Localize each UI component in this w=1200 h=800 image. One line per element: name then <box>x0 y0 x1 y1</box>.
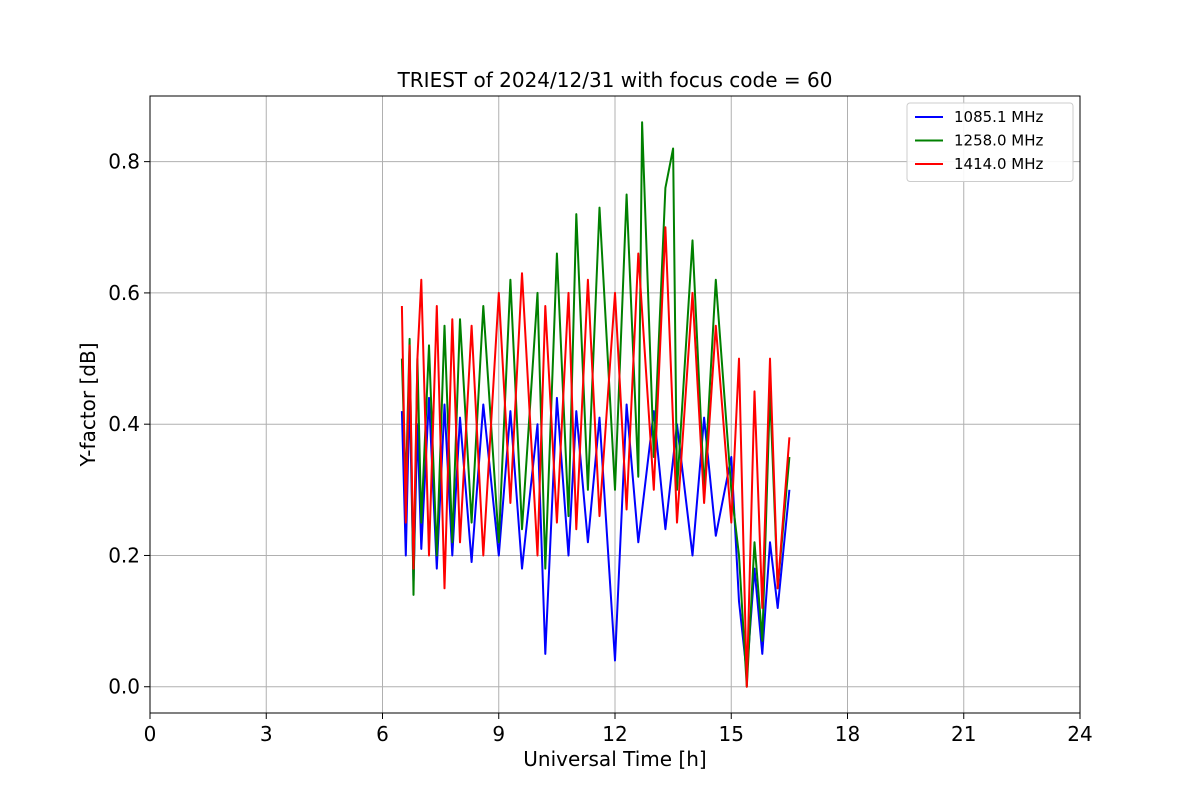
y-axis-label: Y-factor [dB] <box>76 342 100 467</box>
y-tick-label: 0.6 <box>108 281 140 305</box>
x-tick-label: 9 <box>492 722 505 746</box>
legend: 1085.1 MHz 1258.0 MHz 1414.0 MHz <box>906 102 1074 182</box>
y-tick-label: 0.8 <box>108 150 140 174</box>
x-tick-label: 24 <box>1067 722 1092 746</box>
x-tick-label: 12 <box>602 722 627 746</box>
y-tick-label: 0.4 <box>108 412 140 436</box>
series-line-3 <box>400 226 791 688</box>
legend-entry: 1085.1 MHz <box>954 108 1043 126</box>
x-tick-label: 3 <box>260 722 273 746</box>
y-tick-label: 0.0 <box>108 675 140 699</box>
y-tick-label: 0.2 <box>108 543 140 567</box>
chart-title: TRIEST of 2024/12/31 with focus code = 6… <box>397 68 833 92</box>
x-tick-label: 18 <box>835 722 860 746</box>
x-axis-label: Universal Time [h] <box>523 747 706 771</box>
series-lines <box>400 121 791 688</box>
legend-entry: 1258.0 MHz <box>954 132 1043 150</box>
legend-entry: 1414.0 MHz <box>954 155 1043 173</box>
x-tick-label: 21 <box>951 722 976 746</box>
x-tick-label: 0 <box>144 722 157 746</box>
axis-ticks: 0 3 6 9 12 15 18 21 24 0.0 0.2 0.4 0.6 0.8 <box>108 150 1093 746</box>
legend-box <box>906 102 1074 182</box>
x-tick-label: 6 <box>376 722 389 746</box>
x-tick-label: 15 <box>719 722 744 746</box>
